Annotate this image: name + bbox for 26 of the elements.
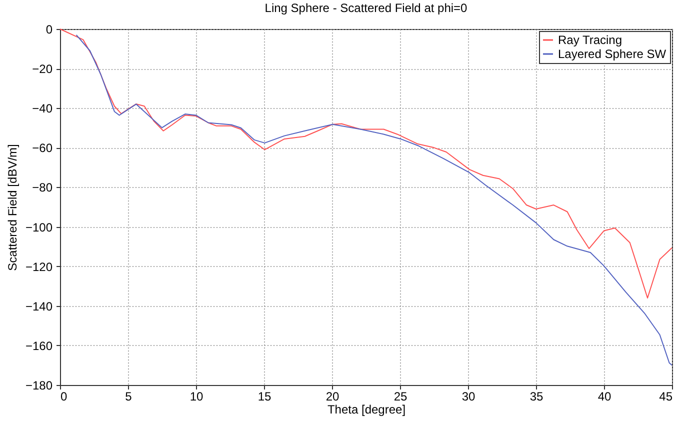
legend-label: Layered Sphere SW [558,47,667,61]
x-tick-label: 20 [326,390,340,404]
legend-label: Ray Tracing [558,33,622,47]
chart-title: Ling Sphere - Scattered Field at phi=0 [264,1,468,15]
x-tick-label: 40 [598,390,612,404]
x-tick-label: 35 [530,390,544,404]
x-tick-label: 0 [60,390,68,404]
y-tick-label: −80 [32,180,53,195]
y-tick-label: −20 [32,62,53,76]
x-tick-label: 5 [125,390,132,404]
y-tick-label: −180 [25,378,53,392]
y-axis-title: Scattered Field [dBV/m] [5,144,20,271]
y-tick-label: −100 [25,220,53,234]
y-tick-label: −160 [25,338,53,353]
x-tick-label: 10 [190,390,204,404]
x-tick-label: 30 [462,390,476,404]
y-tick-label: −60 [32,141,53,156]
y-tick-label: −40 [32,102,53,116]
x-tick-label: 45 [659,390,673,404]
x-tick-label: 25 [394,390,408,404]
line-series [76,34,672,366]
y-tick-label: −120 [25,260,53,274]
y-tick-label: −140 [25,299,53,314]
x-tick-label: 15 [258,390,272,404]
x-axis-title: Theta [degree] [327,402,406,416]
y-tick-label: 0 [46,22,53,36]
